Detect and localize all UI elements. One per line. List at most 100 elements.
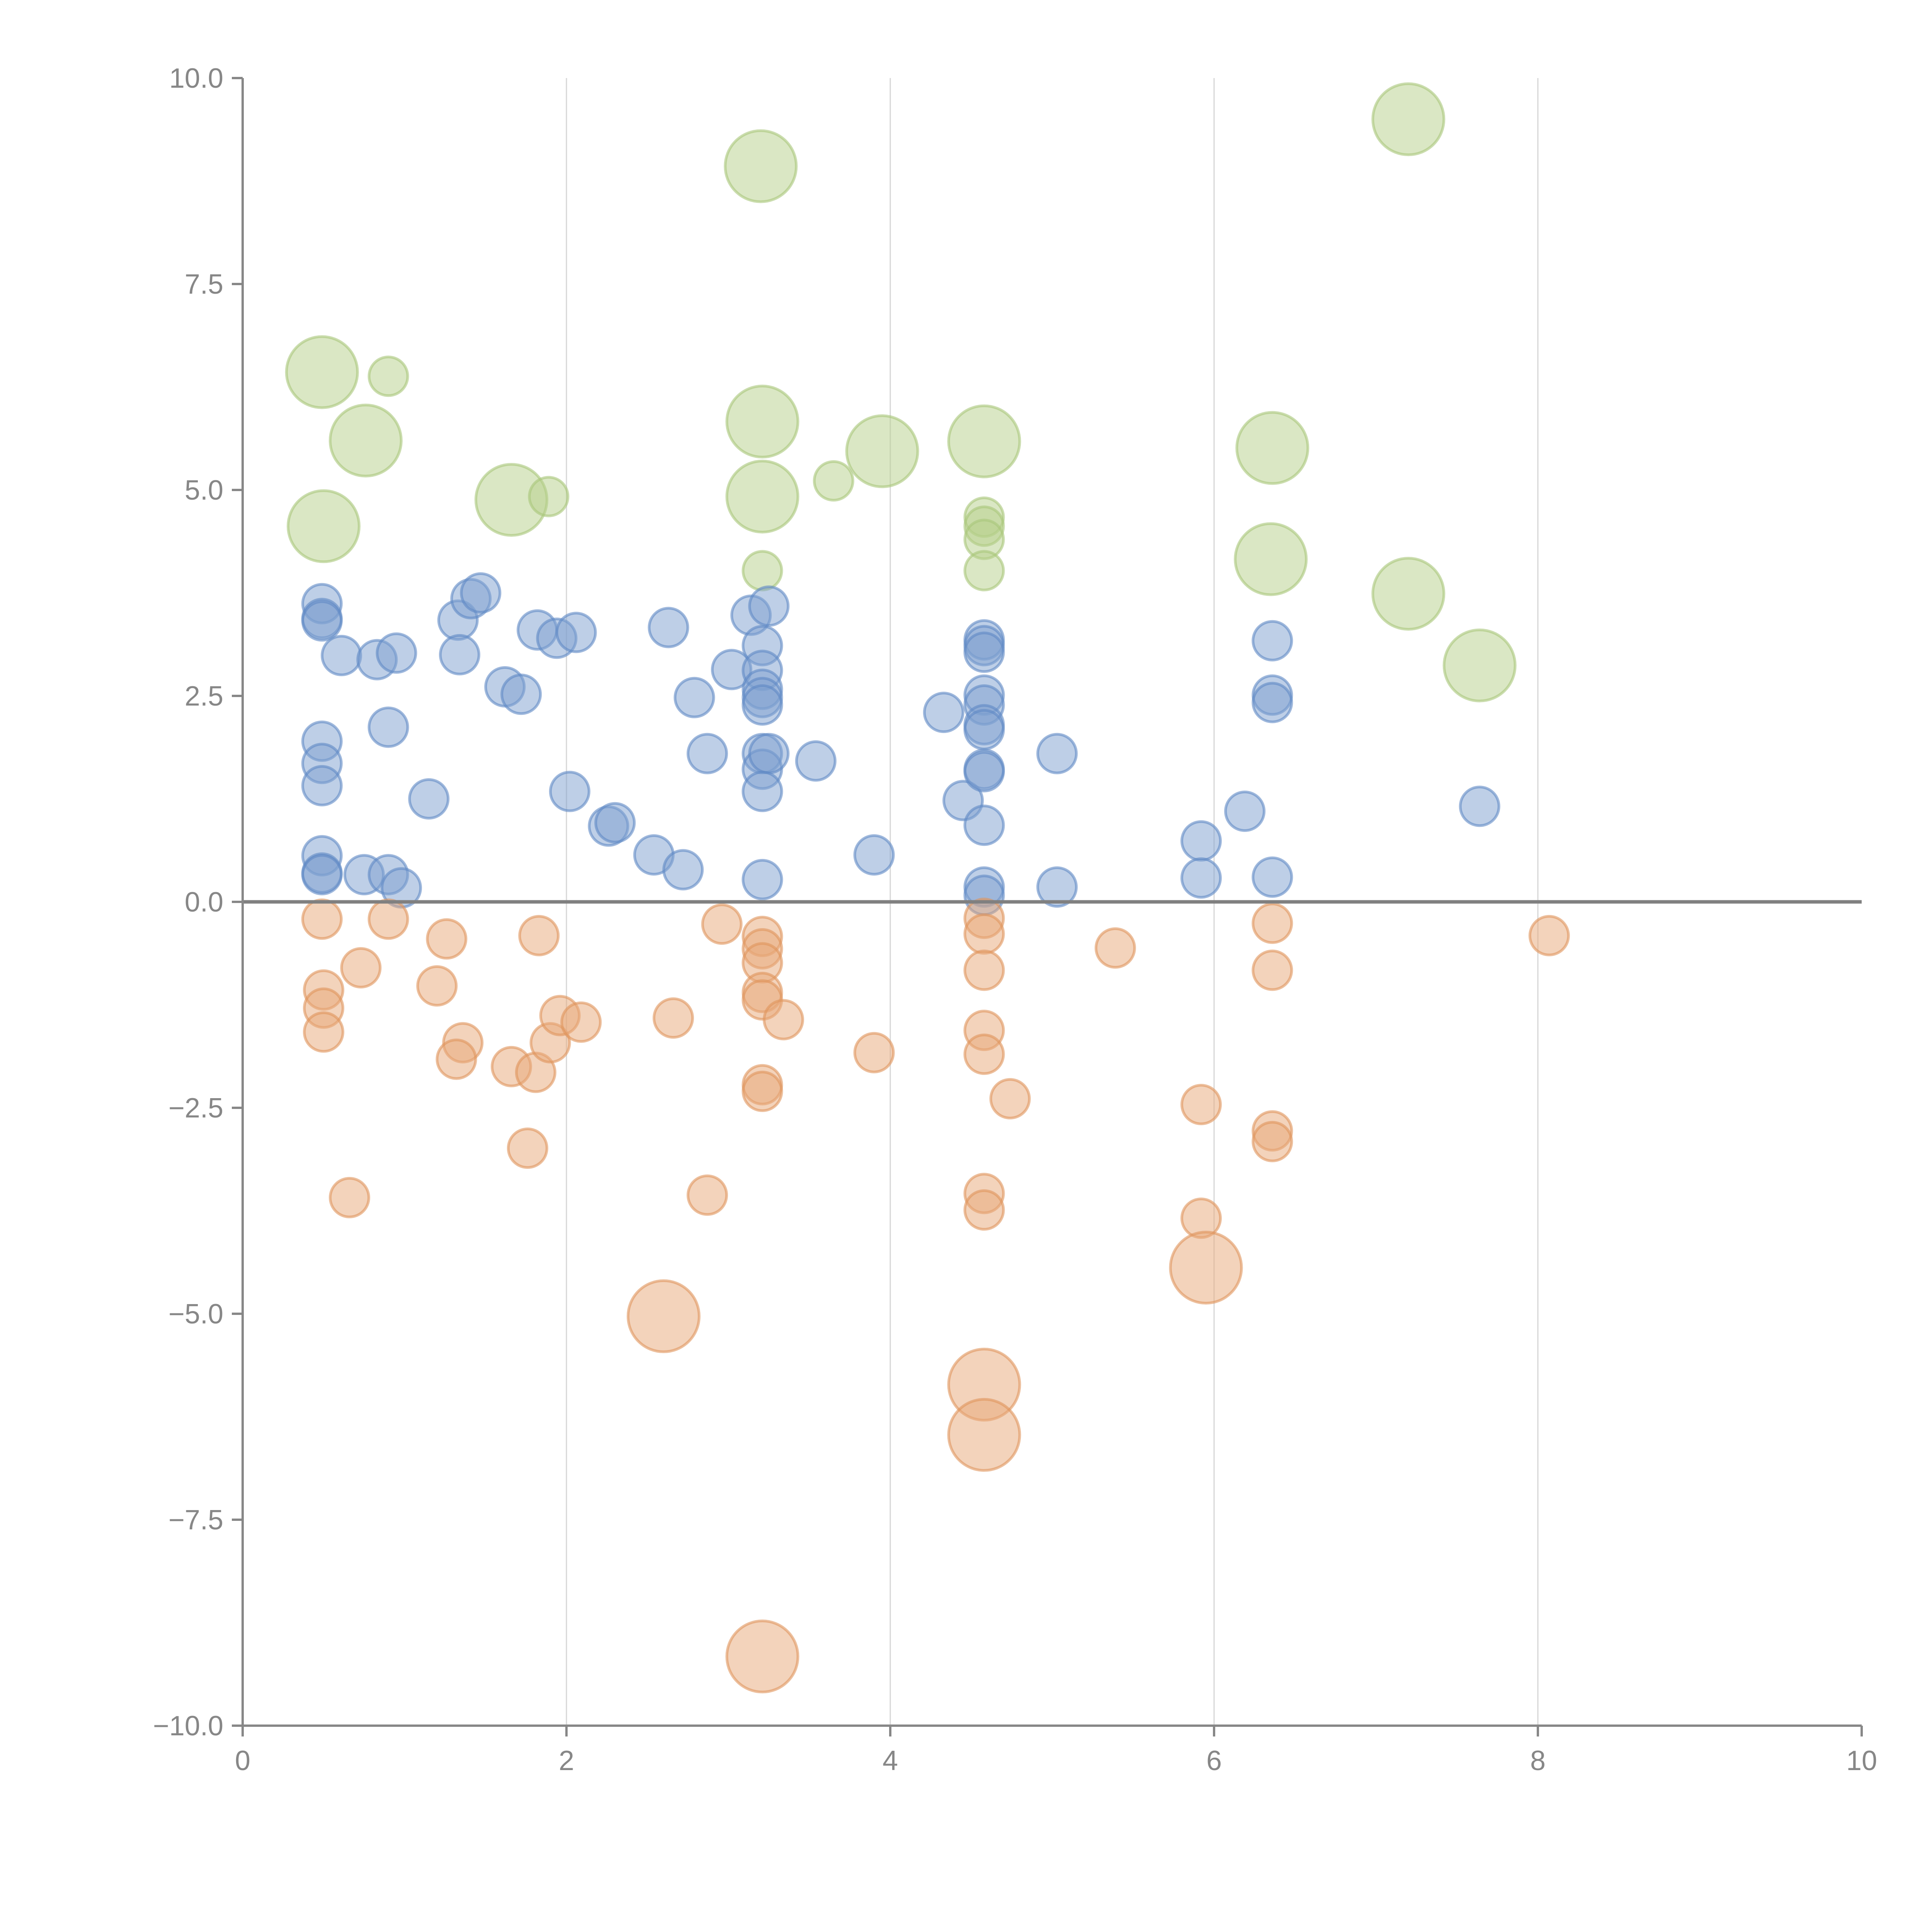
bubble-high-2 — [328, 403, 403, 478]
bubble-mid-22 — [594, 802, 636, 844]
bubble-mid-66 — [1180, 857, 1222, 899]
bubble-high-12 — [947, 404, 1021, 478]
bubble-mid-68 — [1252, 620, 1293, 662]
x-tick-label: 6 — [1206, 1745, 1222, 1776]
bubble-high-10 — [813, 460, 854, 502]
bubble-mid-27 — [301, 854, 343, 896]
bubble-mid-20 — [549, 770, 590, 812]
y-tick-label: −7.5 — [168, 1505, 223, 1536]
bubble-low-50 — [1528, 915, 1570, 956]
bubble-high-11 — [845, 414, 919, 488]
bubble-high-3 — [287, 489, 361, 563]
y-tick-label: 0.0 — [185, 887, 223, 918]
axes: 10.0 7.5 5.0 2.5 0.0 −2.5 −5.0 −7.5 −10.0 0 2 4 6 8 1… — [153, 63, 1877, 1776]
bubble-low-41 — [947, 1398, 1021, 1472]
bubble-mid-32 — [673, 677, 715, 718]
bubble-mid-67 — [1224, 791, 1266, 832]
bubble-low-16 — [560, 1001, 602, 1043]
x-tick-label: 0 — [235, 1745, 250, 1776]
bubble-mid-2 — [301, 600, 343, 642]
bubble-mid-5 — [376, 632, 417, 674]
bubble-mid-45 — [742, 770, 783, 812]
bubble-low-21 — [626, 1279, 701, 1353]
y-axis-ticks: 10.0 7.5 5.0 2.5 0.0 −2.5 −5.0 −7.5 −10.0 — [153, 63, 243, 1742]
bubble-layer — [285, 82, 1570, 1694]
bubble-low-43 — [1180, 1084, 1222, 1125]
bubble-low-11 — [435, 1038, 477, 1080]
bubble-low-18 — [329, 1177, 370, 1218]
bubble-high-21 — [1442, 628, 1517, 702]
y-tick-label: −5.0 — [168, 1299, 223, 1330]
bubble-low-4 — [701, 903, 743, 945]
bubble-mid-36 — [748, 585, 790, 627]
bubble-mid-17 — [301, 765, 343, 806]
bubble-mid-11 — [500, 673, 542, 715]
bubble-low-45 — [1169, 1231, 1243, 1305]
bubble-low-27 — [763, 999, 804, 1041]
bubble-low-17 — [507, 1128, 548, 1169]
y-tick-label: 10.0 — [169, 63, 223, 94]
bubble-low-49 — [1252, 1121, 1293, 1162]
bubble-high-19 — [1371, 82, 1446, 156]
bubble-mid-47 — [795, 740, 837, 782]
bubble-high-16 — [963, 550, 1005, 592]
bubble-low-42 — [1094, 927, 1136, 969]
bubble-mid-19 — [408, 778, 450, 820]
bubble-mid-60 — [963, 804, 1005, 846]
y-tick-label: 7.5 — [185, 269, 223, 300]
bubble-low-31 — [853, 1032, 895, 1073]
bubble-mid-48 — [853, 834, 895, 876]
bubble-mid-57 — [963, 709, 1005, 750]
bubble-low-5 — [340, 947, 382, 989]
series-mid — [301, 572, 1500, 916]
y-tick-label: 5.0 — [185, 475, 223, 506]
x-tick-label: 2 — [559, 1745, 574, 1776]
bubble-mid-8 — [460, 572, 502, 614]
bubble-low-1 — [367, 898, 409, 940]
series-high — [285, 82, 1517, 702]
bubble-mid-72 — [1459, 786, 1500, 827]
bubble-low-33 — [963, 913, 1005, 955]
bubble-mid-49 — [923, 692, 964, 733]
bubble-high-5 — [528, 476, 570, 517]
bubble-mid-65 — [1180, 820, 1222, 862]
bubble-mid-59 — [963, 751, 1005, 793]
bubble-mid-24 — [662, 849, 704, 891]
bubble-high-18 — [1234, 522, 1308, 596]
series-low — [301, 898, 1570, 1694]
bubble-high-8 — [725, 459, 799, 534]
bubble-mid-14 — [555, 612, 597, 653]
bubble-mid-63 — [1036, 733, 1078, 774]
bubble-low-0 — [301, 898, 343, 940]
bubble-mid-44 — [748, 733, 790, 774]
bubble-low-46 — [1252, 902, 1293, 944]
bubble-mid-70 — [1252, 682, 1293, 723]
x-axis-ticks: 0 2 4 6 8 10 — [235, 1726, 1877, 1776]
bubble-mid-33 — [687, 733, 728, 774]
bubble-low-3 — [518, 915, 560, 956]
bubble-low-2 — [426, 918, 468, 960]
bubble-low-20 — [687, 1174, 728, 1216]
bubble-low-30 — [725, 1619, 799, 1694]
x-tick-label: 8 — [1530, 1745, 1546, 1776]
bubble-high-9 — [742, 550, 783, 592]
bubble-low-37 — [989, 1078, 1031, 1119]
bubble-mid-9 — [439, 634, 480, 675]
bubble-low-8 — [303, 1011, 344, 1053]
bubble-mid-31 — [648, 607, 689, 648]
bubble-high-1 — [367, 355, 409, 397]
bubble-low-39 — [963, 1189, 1005, 1231]
bubble-low-29 — [742, 1070, 783, 1112]
bubble-mid-3 — [321, 635, 362, 676]
bubble-high-17 — [1235, 411, 1310, 485]
bubble-mid-71 — [1252, 856, 1293, 898]
bubble-low-36 — [963, 1033, 1005, 1075]
bubble-mid-41 — [742, 684, 783, 726]
y-tick-label: −2.5 — [168, 1093, 223, 1124]
bubble-mid-46 — [742, 859, 783, 900]
bubble-high-0 — [285, 335, 359, 409]
y-tick-label: 2.5 — [185, 681, 223, 712]
bubble-low-19 — [653, 997, 694, 1039]
bubble-low-9 — [416, 965, 458, 1007]
